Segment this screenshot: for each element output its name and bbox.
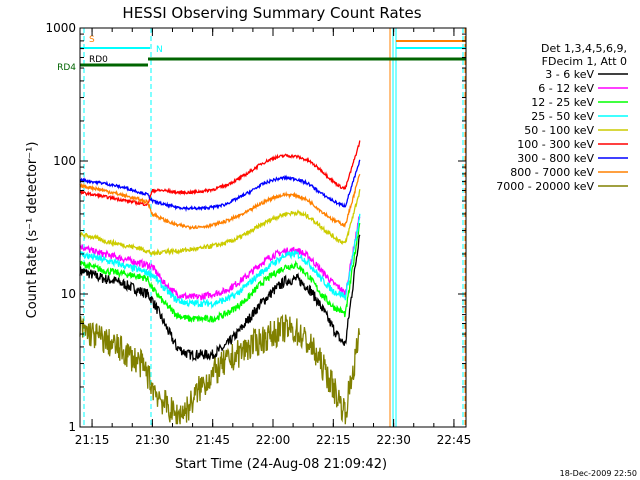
- y-tick-label: 1000: [45, 21, 76, 35]
- footer-date: 18-Dec-2009 22:50: [560, 469, 637, 478]
- flag-label-rd0: RD0: [89, 55, 108, 65]
- y-tick-label: 10: [61, 287, 76, 301]
- series-line-100-300-kev: [79, 140, 361, 207]
- x-tick-label: 22:30: [376, 433, 411, 447]
- x-tick-label: 22:45: [437, 433, 472, 447]
- x-tick-label: 21:30: [135, 433, 170, 447]
- x-axis-label: Start Time (24-Aug-08 21:09:42): [175, 457, 387, 472]
- series-line-50-100-kev: [79, 189, 361, 256]
- legend-entry-label: 12 - 25 keV: [531, 96, 594, 109]
- flag-label-rd4: RD4: [57, 63, 76, 73]
- series-line-12-25-kev: [79, 222, 361, 324]
- y-tick-label: 1: [68, 420, 76, 434]
- legend-entry-label: 25 - 50 keV: [531, 110, 594, 123]
- series-line-6-12-kev: [79, 216, 361, 301]
- axes-layer: 1 10 100 1000 21:15 21:30 21:45 22:00 22:15 22:30…: [45, 21, 471, 447]
- series-line-7000-20000-kev: [79, 313, 361, 425]
- series-layer: [79, 140, 361, 425]
- flag-label-s: S: [89, 35, 95, 45]
- y-axis-label: Count Rate (s⁻¹ detector⁻¹): [25, 142, 40, 319]
- legend-header-line: Det 1,3,4,5,6,9,: [541, 42, 627, 55]
- flag-label-n: N: [156, 45, 163, 55]
- chart-title: HESSI Observing Summary Count Rates: [122, 4, 421, 22]
- legend-entry-label: 300 - 800 keV: [517, 152, 594, 165]
- series-line-25-50-kev: [79, 213, 361, 310]
- x-tick-label: 22:00: [256, 433, 291, 447]
- legend: Det 1,3,4,5,6,9,FDecim 1, Att 03 - 6 keV…: [496, 42, 628, 193]
- series-line-300-800-kev: [79, 159, 361, 213]
- legend-entry-label: 7000 - 20000 keV: [496, 180, 594, 193]
- legend-entry-label: 800 - 7000 keV: [510, 166, 594, 179]
- x-tick-label: 22:15: [316, 433, 351, 447]
- x-tick-label: 21:45: [195, 433, 230, 447]
- y-tick-label: 100: [53, 154, 76, 168]
- legend-entry-label: 3 - 6 keV: [545, 68, 594, 81]
- legend-entry-label: 100 - 300 keV: [517, 138, 594, 151]
- legend-entry-label: 6 - 12 keV: [538, 82, 594, 95]
- series-line-3-6-kev: [79, 234, 361, 362]
- legend-entry-label: 50 - 100 keV: [524, 124, 594, 137]
- x-tick-label: 21:15: [75, 433, 110, 447]
- flags-layer: S N RD0 RD4: [57, 28, 466, 427]
- series-line-800-7000-kev: [79, 173, 361, 231]
- legend-header-line: FDecim 1, Att 0: [542, 55, 627, 68]
